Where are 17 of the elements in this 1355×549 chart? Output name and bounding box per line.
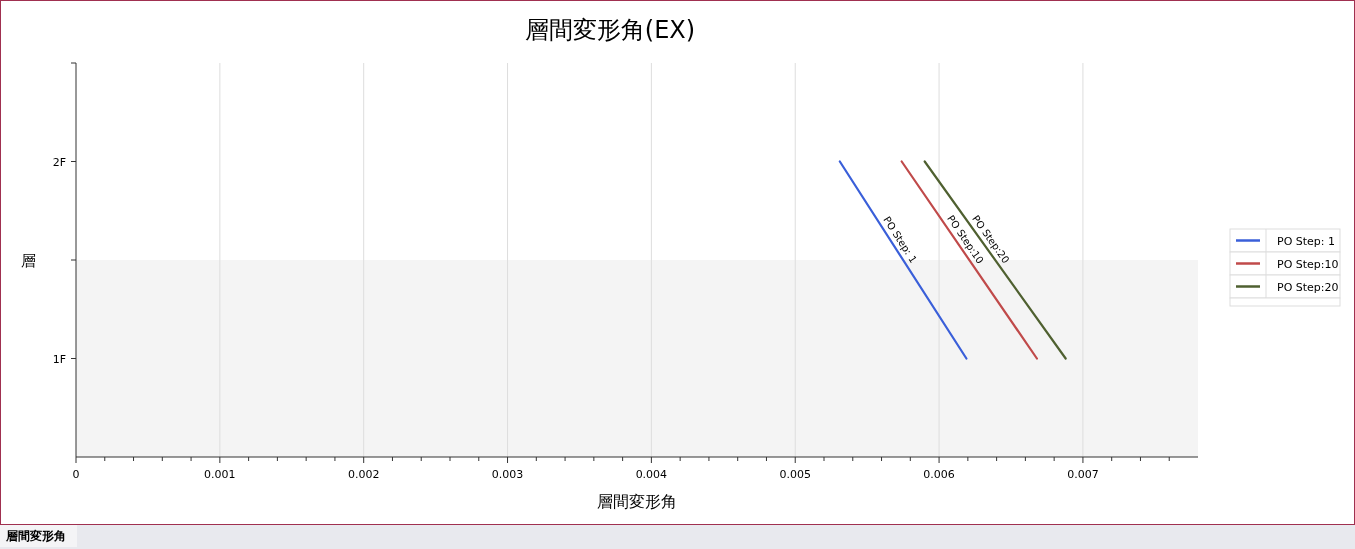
y-tick-label: 1F [52, 352, 66, 366]
x-tick-label: 0.006 [923, 468, 955, 481]
chart-title: 層間変形角(EX) [524, 16, 696, 44]
x-tick-label: 0.007 [1067, 468, 1099, 481]
y-tick-label: 2F [52, 155, 66, 169]
x-tick-label: 0.004 [635, 468, 668, 481]
text: PO Step:20 [1277, 280, 1339, 294]
x-tick-label: 0.001 [204, 468, 236, 481]
x-tick-label: 0.002 [347, 468, 380, 481]
x-tick-label: 0.003 [491, 468, 524, 481]
text: 層間変形角 [5, 529, 66, 543]
text: PO Step:10 [1277, 257, 1339, 271]
y-axis-title: 層 [20, 252, 36, 270]
x-tick-label: 0 [72, 468, 80, 481]
text: PO Step: 1 [1277, 234, 1336, 248]
x-axis-title: 層間変形角 [597, 492, 677, 511]
x-tick-label: 0.005 [779, 468, 811, 481]
